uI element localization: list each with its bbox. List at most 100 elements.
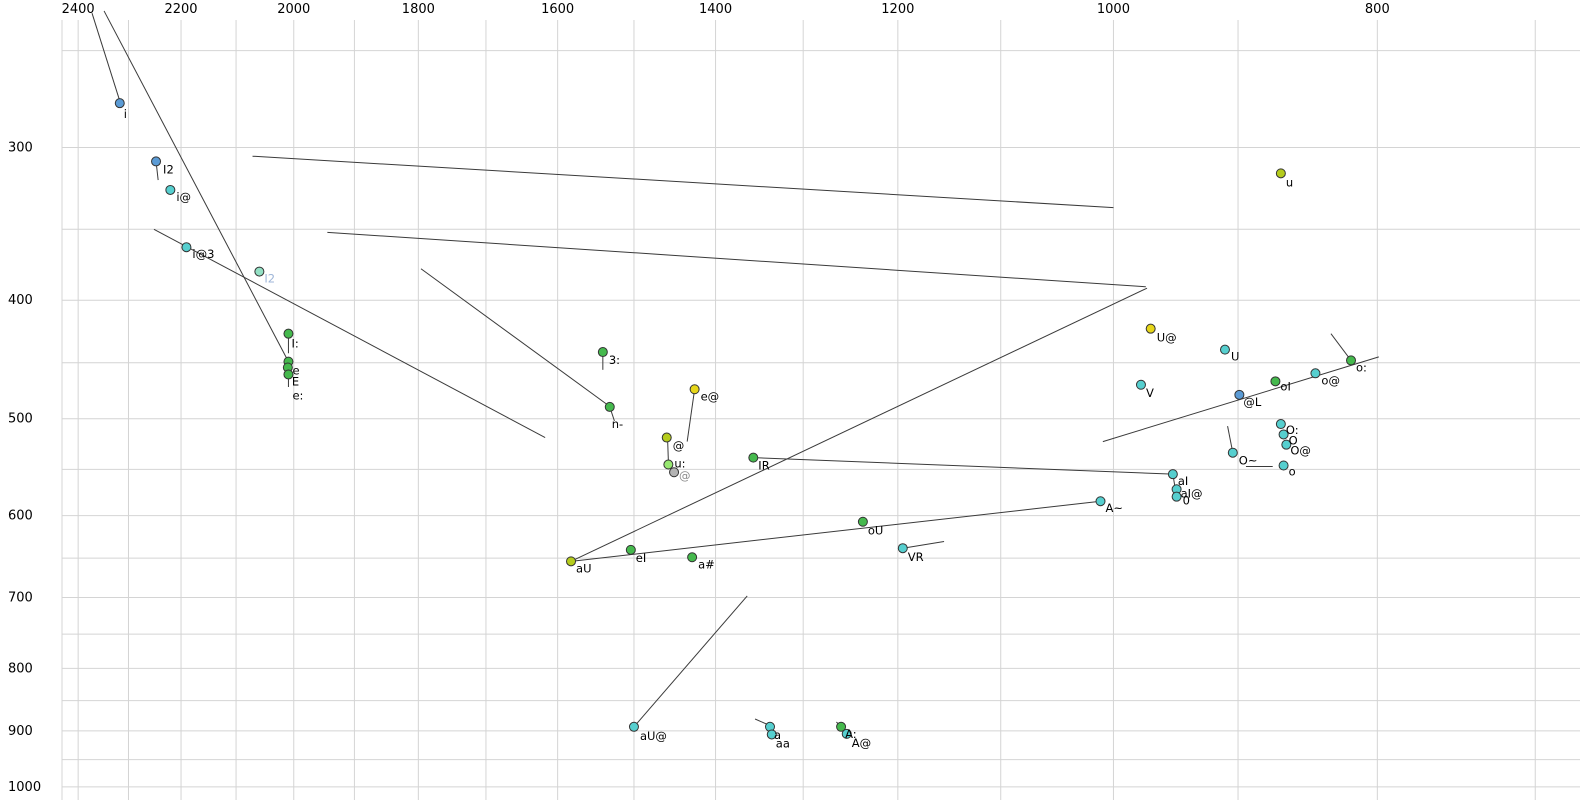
data-point[interactable] xyxy=(687,552,698,563)
point-label: 3: xyxy=(609,353,620,367)
data-point[interactable] xyxy=(689,384,700,395)
data-point[interactable] xyxy=(1270,376,1281,387)
point-label: aa xyxy=(776,736,790,750)
data-point[interactable] xyxy=(1167,469,1178,480)
point-label: I2 xyxy=(163,162,174,176)
y-tick-label: 1000 xyxy=(8,780,41,795)
point-label: aU@ xyxy=(640,729,667,743)
data-point[interactable] xyxy=(1219,344,1230,355)
y-tick-label: 800 xyxy=(8,661,33,676)
data-point[interactable] xyxy=(1095,496,1106,507)
data-point[interactable] xyxy=(283,369,294,380)
data-point[interactable] xyxy=(663,459,674,470)
data-point[interactable] xyxy=(254,266,265,277)
trajectory-lines xyxy=(91,10,1379,728)
data-point[interactable] xyxy=(1135,379,1146,390)
point-label: eI xyxy=(636,551,646,565)
trajectory-line xyxy=(570,500,1101,562)
data-point[interactable] xyxy=(625,544,636,555)
trajectory-line xyxy=(686,389,696,442)
data-point[interactable] xyxy=(1234,389,1245,400)
trajectory-line xyxy=(153,228,546,438)
point-label: e xyxy=(292,364,299,378)
axis-labels: 2400 2200 2000 1800 1600 1400 1200 1000 800 300 40… xyxy=(8,2,1390,795)
point-label: oI xyxy=(1280,379,1290,393)
data-point[interactable] xyxy=(1145,323,1156,334)
point-label: A@ xyxy=(852,736,871,750)
point-label: i@ xyxy=(176,190,191,204)
x-tick-label: 1400 xyxy=(699,2,732,17)
data-point[interactable] xyxy=(604,401,615,412)
data-point[interactable] xyxy=(283,328,294,339)
x-tick-label: 2400 xyxy=(62,2,95,17)
point-label: @ xyxy=(679,468,691,482)
data-point[interactable] xyxy=(628,721,639,732)
point-label: aI@ xyxy=(1181,486,1203,500)
data-point[interactable] xyxy=(151,156,162,167)
trajectory-line xyxy=(633,595,748,728)
point-label: E xyxy=(292,374,299,388)
trajectory-line xyxy=(1330,333,1352,361)
trajectory-line xyxy=(570,287,1148,562)
point-label: i@3 xyxy=(192,247,214,261)
point-label: VR xyxy=(908,550,924,564)
data-point[interactable] xyxy=(841,728,852,739)
y-tick-label: 500 xyxy=(8,412,33,427)
data-point[interactable] xyxy=(1278,429,1289,440)
data-point[interactable] xyxy=(1278,460,1289,471)
y-tick-label: 700 xyxy=(8,590,33,605)
point-label: @L xyxy=(1243,395,1262,409)
y-tick-label: 400 xyxy=(8,293,33,308)
y-tick-label: 300 xyxy=(8,140,33,155)
y-tick-label: 600 xyxy=(8,509,33,524)
data-point[interactable] xyxy=(1275,419,1286,430)
point-label: u: xyxy=(674,457,685,471)
x-tick-label: 1000 xyxy=(1097,2,1130,17)
point-label: 0 xyxy=(1183,494,1190,508)
point-label: IR xyxy=(758,459,769,473)
point-label: O xyxy=(1289,433,1298,447)
trajectory-line xyxy=(902,540,945,549)
x-tick-label: 2000 xyxy=(277,2,310,17)
x-tick-label: 800 xyxy=(1365,2,1390,17)
point-label: V xyxy=(1146,386,1154,400)
data-point[interactable] xyxy=(1310,368,1321,379)
data-point[interactable] xyxy=(597,347,608,358)
data-point[interactable] xyxy=(566,556,577,567)
data-point[interactable] xyxy=(1171,491,1182,502)
x-tick-label: 1600 xyxy=(541,2,574,17)
data-point[interactable] xyxy=(857,516,868,527)
point-label: o@ xyxy=(1321,373,1340,387)
point-label: aI xyxy=(1178,474,1188,488)
point-label: O~ xyxy=(1239,454,1258,468)
point-label: e@ xyxy=(701,389,720,403)
data-point[interactable] xyxy=(165,184,176,195)
data-point[interactable] xyxy=(661,432,672,443)
data-point[interactable] xyxy=(748,452,759,463)
data-point[interactable] xyxy=(1346,355,1357,366)
data-point[interactable] xyxy=(1281,439,1292,450)
point-label: o: xyxy=(1356,360,1367,374)
data-point[interactable] xyxy=(181,242,192,253)
point-label: o xyxy=(1289,464,1296,478)
trajectory-line xyxy=(420,268,610,407)
data-point[interactable] xyxy=(114,98,125,109)
trajectory-line xyxy=(91,13,120,100)
data-point[interactable] xyxy=(1227,447,1238,458)
point-label: a xyxy=(774,728,781,742)
trajectory-line xyxy=(252,155,1114,209)
data-point[interactable] xyxy=(669,467,680,478)
point-label: e: xyxy=(292,388,303,402)
data-point[interactable] xyxy=(766,729,777,740)
point-label: I2 xyxy=(264,272,275,286)
trajectory-line xyxy=(753,457,1173,475)
trajectory-line xyxy=(327,231,1146,288)
data-point[interactable] xyxy=(1275,168,1286,179)
point-label: A: xyxy=(845,727,857,741)
point-label: aU xyxy=(576,561,591,575)
data-point[interactable] xyxy=(836,721,847,732)
data-point[interactable] xyxy=(897,543,908,554)
